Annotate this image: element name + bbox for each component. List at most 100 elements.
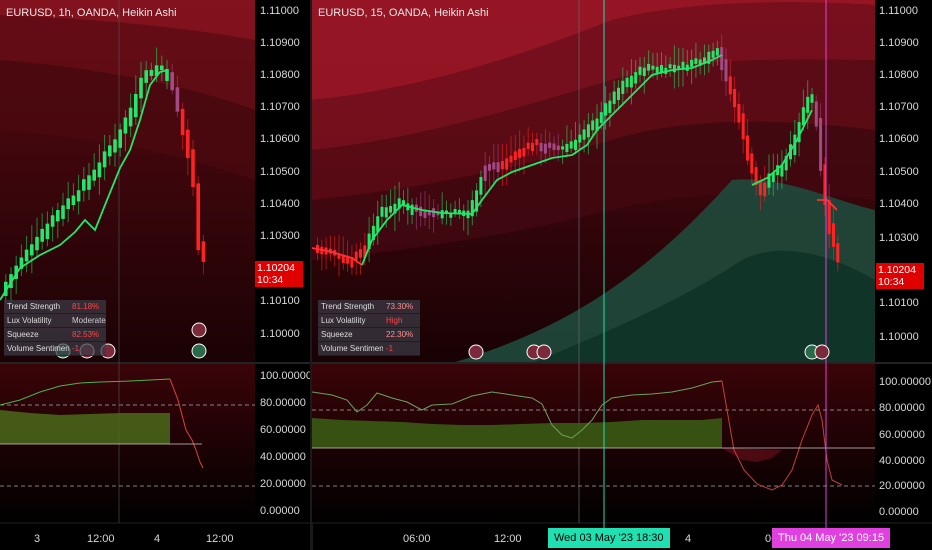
signal-marker[interactable] [814, 344, 830, 360]
oscillator-line-bear [721, 380, 843, 491]
time-tick: 4 [154, 533, 161, 545]
candle [703, 57, 706, 64]
candle [118, 129, 122, 148]
candle [634, 72, 638, 84]
squeeze-label: Squeeze [321, 330, 353, 339]
candle [526, 142, 530, 149]
candle [698, 59, 702, 66]
candle [574, 139, 577, 151]
candle [419, 206, 423, 217]
price-tick: 1.10300 [260, 230, 300, 242]
volatility-band [312, 0, 875, 100]
candle [488, 164, 491, 171]
price-tick: 1.10300 [879, 232, 919, 244]
candle [402, 200, 405, 205]
trend-strength-value: 73.30% [386, 302, 414, 311]
candle [354, 251, 358, 261]
candle [445, 210, 448, 214]
candle [71, 195, 76, 206]
price-tick: 1.10400 [879, 198, 919, 210]
candle [806, 96, 810, 113]
time-tick: 12:00 [87, 533, 115, 545]
trend-strength-label: Trend Strength [7, 302, 61, 311]
candle [556, 145, 560, 151]
table-row: Trend Strength 81.18% [4, 300, 106, 314]
candle [810, 94, 814, 103]
chart-title[interactable]: EURUSD, 15, OANDA, Heikin Ashi [318, 7, 489, 19]
candle [728, 76, 732, 95]
osc-tick: 20.00000 [260, 478, 306, 490]
candle [341, 255, 345, 263]
candle [45, 223, 50, 240]
volatility-band [0, 15, 255, 110]
candle [87, 175, 91, 190]
candle [14, 265, 18, 279]
trailing-stop-line [751, 109, 813, 186]
volatility-band [312, 121, 875, 260]
candle [139, 77, 143, 99]
volume-sentiment-value: -1 [72, 344, 80, 353]
candle [797, 122, 801, 143]
trend-strength-label: Trend Strength [321, 302, 375, 311]
signal-marker[interactable] [191, 322, 207, 338]
candle [76, 190, 81, 202]
trailing-stop-line [0, 69, 169, 301]
candle [427, 210, 431, 216]
chart-pane-left[interactable]: EURUSD, 1h, OANDA, Heikin Ashi 1.11000 1… [0, 0, 312, 550]
signal-marker[interactable] [468, 344, 484, 360]
candle [154, 65, 159, 77]
time-tick: 12:00 [206, 533, 234, 545]
candle [711, 50, 715, 58]
signal-marker[interactable] [536, 344, 552, 360]
candle [737, 104, 741, 123]
candle [380, 206, 384, 217]
candle [457, 209, 461, 214]
time-tick: 12:00 [494, 533, 522, 545]
candle [30, 244, 34, 256]
candle [625, 77, 629, 88]
candle [40, 228, 44, 242]
candle [535, 139, 539, 146]
candle [61, 205, 65, 219]
candle [483, 165, 487, 181]
candle [836, 243, 840, 263]
candle [35, 236, 39, 251]
oscillator-area [312, 418, 722, 448]
candle [660, 65, 663, 73]
osc-tick: 40.00000 [879, 455, 925, 467]
candle [539, 142, 543, 152]
signal-marker[interactable] [191, 343, 207, 359]
price-tick: 1.10800 [260, 69, 300, 81]
volume-sentiment-label: Volume Sentiment [7, 344, 69, 353]
chart-pane-right[interactable]: EURUSD, 15, OANDA, Heikin Ashi 1.11000 1… [312, 0, 932, 550]
price-tick: 1.10000 [260, 328, 300, 340]
osc-tick: 20.00000 [879, 480, 925, 492]
current-price: 1.10204 [257, 262, 295, 274]
candle [191, 149, 195, 188]
lower-band [532, 250, 875, 363]
candle [767, 173, 771, 188]
candle [186, 129, 190, 158]
candle [724, 59, 728, 82]
candle [569, 141, 573, 149]
candle [595, 118, 599, 132]
candle [608, 100, 612, 113]
candle [591, 120, 595, 131]
candle [196, 183, 200, 251]
candle [578, 134, 582, 143]
price-tick: 1.10100 [260, 295, 300, 307]
crosshair-time-tag-1: Wed 03 May '23 18:30 [548, 528, 670, 548]
candle [363, 245, 367, 259]
candle [359, 249, 362, 258]
candle [552, 143, 556, 150]
chart-title[interactable]: EURUSD, 1h, OANDA, Heikin Ashi [6, 7, 177, 19]
candle [750, 153, 754, 174]
volume-sentiment-value: -1 [386, 344, 394, 353]
oscillator-line [312, 380, 723, 439]
chart-canvas-right[interactable] [312, 0, 932, 550]
price-tick: 1.10700 [260, 101, 300, 113]
candle [337, 254, 341, 259]
osc-tick: 80.00000 [260, 397, 306, 409]
pane-divider[interactable] [310, 0, 313, 550]
price-tick: 1.10500 [879, 166, 919, 178]
